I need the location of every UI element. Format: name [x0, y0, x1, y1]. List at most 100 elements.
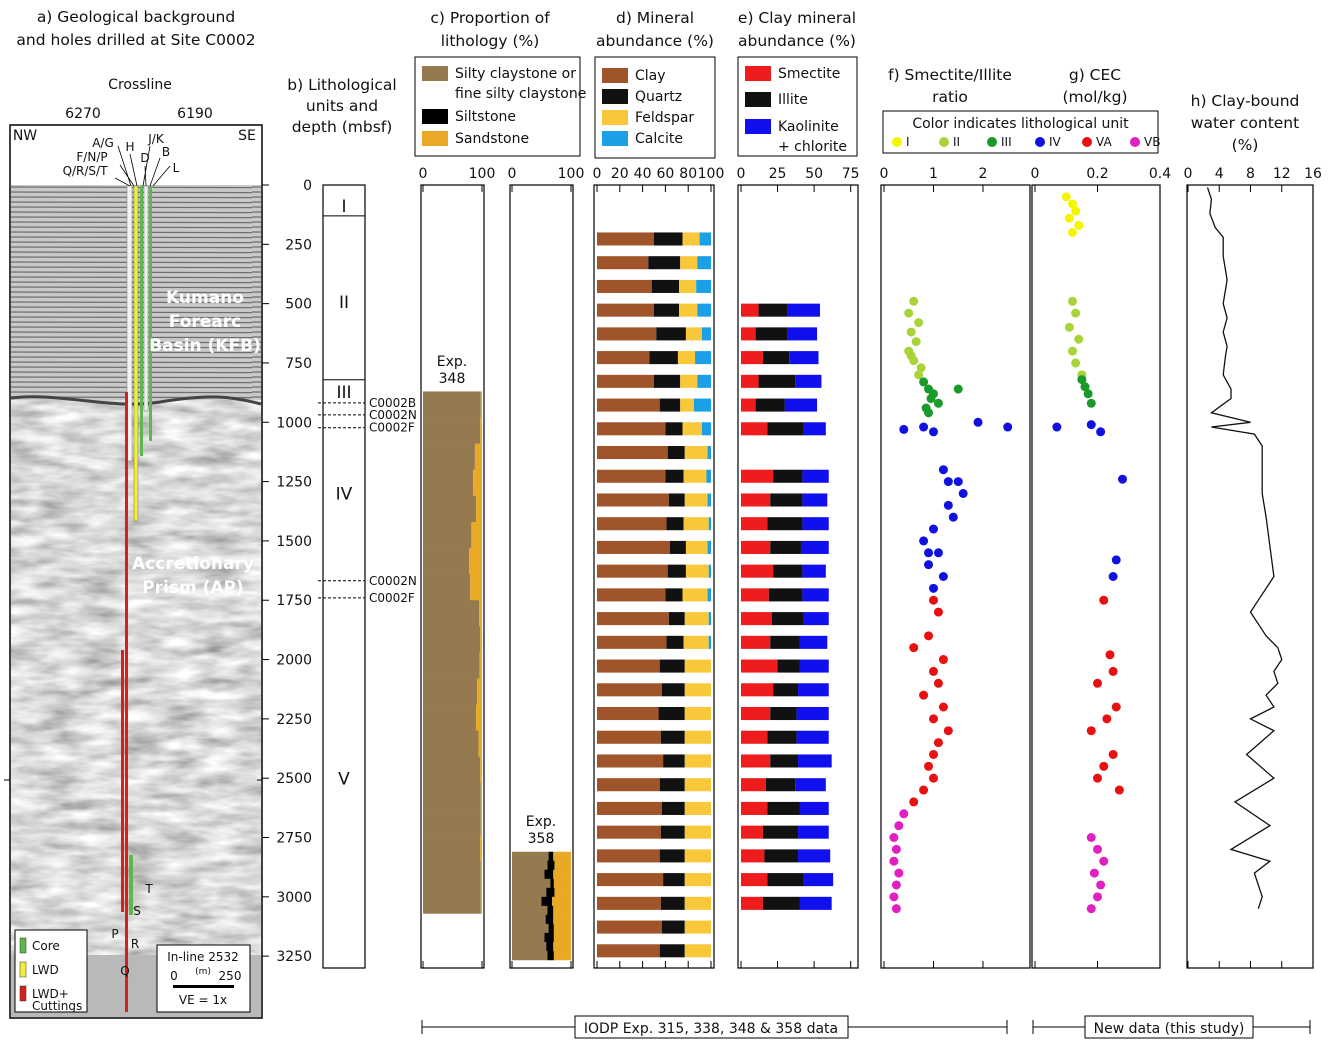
x-tick-label: 0 [1031, 166, 1040, 182]
bar-segment [480, 835, 482, 862]
bar-segment [546, 887, 555, 898]
bar-segment [768, 588, 803, 602]
bar-segment [553, 923, 571, 934]
bar-segment [741, 327, 756, 341]
bar-segment [684, 446, 708, 460]
legend-swatch [987, 137, 997, 147]
bar-segment [684, 873, 711, 887]
hole-label: A/G [92, 136, 114, 150]
bar-segment [767, 873, 804, 887]
y-tick-label: 2750 [276, 831, 312, 847]
bar-segment [423, 704, 477, 732]
legend-swatch [1082, 137, 1092, 147]
bar-segment [771, 612, 804, 626]
bar-segment [803, 873, 834, 887]
point [928, 749, 938, 759]
bar-segment [708, 517, 711, 531]
bar-segment [665, 422, 683, 436]
panel-frame [593, 184, 715, 969]
bar-segment [707, 446, 711, 460]
legend-swatch [745, 92, 771, 107]
x-tick-label: 0 [737, 166, 746, 182]
bar-segment [683, 635, 709, 649]
bar-segment [767, 801, 800, 815]
bar-segment [597, 754, 664, 768]
panel-frame [880, 184, 1031, 969]
annotation: Exp. 358 [526, 814, 556, 847]
legend-swatch [19, 937, 27, 954]
bar-segment [684, 754, 711, 768]
point [933, 607, 943, 617]
point [1064, 213, 1074, 223]
point [1083, 389, 1093, 399]
scale-bar [173, 985, 234, 988]
bar-segment [547, 860, 555, 871]
x-tick-label: 40 [634, 166, 652, 182]
bar-segment [741, 588, 769, 602]
bar-segment [684, 896, 711, 910]
unit-label: V [338, 770, 350, 790]
x-tick-label: 25 [769, 166, 787, 182]
panel-title: f) Smectite/Illite ratio [888, 66, 1012, 106]
x-tick-label: 60 [656, 166, 674, 182]
side-label: SE [238, 128, 256, 144]
point [943, 500, 953, 510]
bar-segment [777, 659, 800, 673]
y-tick-label: 3000 [276, 890, 312, 906]
footer-label: New data (this study) [1094, 1021, 1245, 1037]
point [933, 678, 943, 688]
bar-segment [423, 652, 480, 679]
bar-segment [480, 417, 482, 444]
bar-segment [741, 517, 768, 531]
bar-segment [679, 303, 698, 317]
leader-lines [114, 145, 171, 187]
panel-frame [1186, 184, 1314, 969]
legend-swatch [602, 89, 628, 104]
bar-segment [755, 398, 785, 412]
bar-segment [423, 756, 481, 784]
bar-segment [479, 600, 482, 627]
point [1003, 422, 1013, 432]
bar-segment [770, 493, 803, 507]
panel-title: b) Lithological units and depth (mbsf) [287, 76, 396, 136]
scale-box [156, 944, 251, 1013]
legend-swatch [422, 66, 448, 81]
bar-segment [480, 626, 482, 653]
point [924, 548, 934, 558]
legend-swatch [745, 66, 771, 81]
bar-segment [553, 950, 571, 961]
legend-swatch [602, 110, 628, 125]
point [1114, 785, 1124, 795]
bar-segment [773, 683, 799, 697]
bar-segment [597, 730, 661, 744]
bar-segment [707, 588, 711, 602]
bar-segment [741, 849, 765, 863]
bar-segment [545, 914, 554, 925]
hole-label: R [131, 937, 139, 951]
bar-segment [708, 635, 711, 649]
bar-segment [512, 914, 546, 925]
legend-label: Calcite [635, 131, 683, 147]
legend-swatch [939, 137, 949, 147]
x-tick-label: 0 [419, 166, 428, 182]
point [1086, 726, 1096, 736]
y-tick-label: 2250 [276, 712, 312, 728]
point [1074, 220, 1084, 230]
point [1102, 714, 1112, 724]
bar-segment [480, 391, 482, 418]
point [891, 880, 901, 890]
bar-segment [684, 659, 711, 673]
bar-segment [684, 825, 711, 839]
point [919, 536, 929, 546]
bar-segment [552, 896, 571, 907]
unit-label: I [341, 197, 346, 217]
bar-segment [764, 849, 799, 863]
point [891, 904, 901, 914]
hole-label: C0002N [369, 408, 417, 422]
point [948, 512, 958, 522]
bar-segment [696, 279, 711, 293]
footer-box [574, 1015, 849, 1039]
bar-segment [666, 635, 684, 649]
